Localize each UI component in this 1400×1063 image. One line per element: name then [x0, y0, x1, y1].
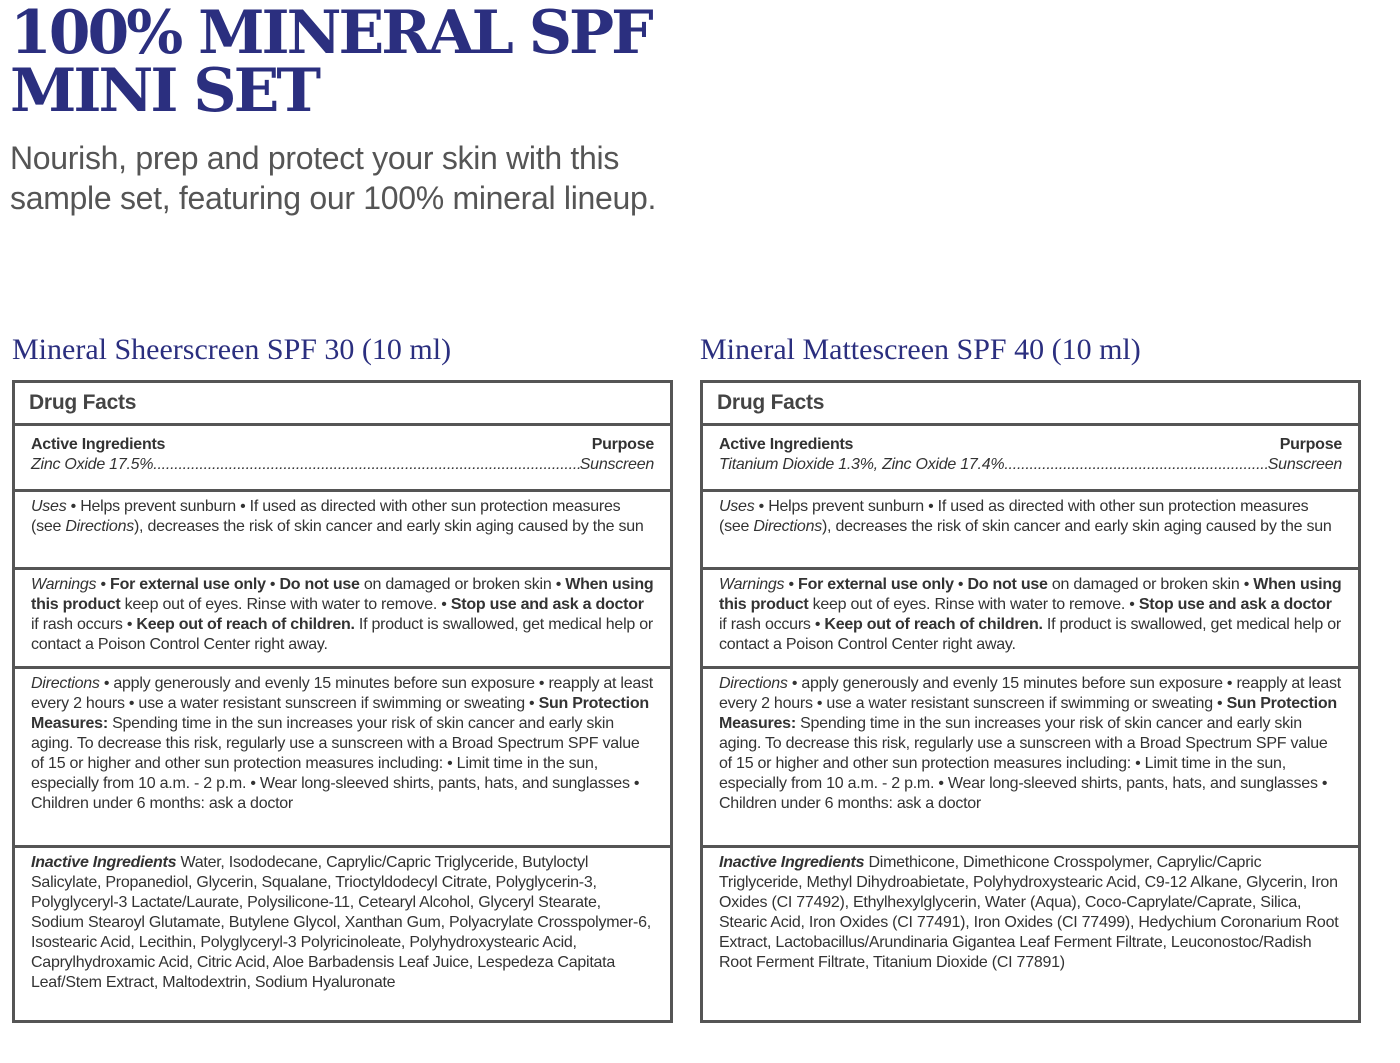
text-segment: Do not use [967, 576, 1048, 593]
text-segment: For external use only [798, 576, 954, 593]
title-line-1: 100% MINERAL SPF [10, 0, 654, 68]
active-ingredients-label: Active Ingredients [31, 436, 166, 453]
active-ingredient: Titanium Dioxide 1.3%, Zinc Oxide 17.4% [719, 456, 1005, 473]
page-subtitle: Nourish, prep and protect your skin with… [10, 138, 656, 218]
text-segment: If product is swallowed, get medical hel… [31, 616, 653, 653]
text-segment: Dimethicone, Dimethicone Crosspolymer, C… [719, 854, 1339, 971]
inactive-ingredients-section: Inactive Ingredients Water, Isododecane,… [15, 845, 670, 1020]
text-segment: ), decreases the risk of skin cancer and… [133, 518, 644, 535]
leader-dots [1004, 455, 1267, 475]
directions-section: Directions • apply generously and evenly… [15, 666, 670, 845]
text-segment: keep out of eyes. Rinse with water to re… [808, 596, 1139, 613]
text-segment: keep out of eyes. Rinse with water to re… [120, 596, 451, 613]
drug-facts-box: Drug Facts Active Ingredients Purpose Tit… [700, 380, 1361, 1023]
active-ingredients-section: Active Ingredients Purpose Zinc Oxide 17.… [15, 423, 670, 489]
text-segment: • Helps prevent sunburn • If used as dir… [719, 498, 1309, 535]
active-ingredients-section: Active Ingredients Purpose Titanium Dioxi… [703, 423, 1358, 489]
drug-facts-heading: Drug Facts [29, 391, 137, 414]
text-segment: Keep out of reach of children. [136, 616, 355, 633]
uses-section: Uses • Helps prevent sunburn • If used a… [15, 489, 670, 567]
text-segment: • apply generously and evenly 15 minutes… [31, 675, 653, 712]
text-segment: Stop use and ask a doctor [450, 596, 644, 613]
text-segment: if rash occurs • [719, 616, 825, 633]
text-segment: Uses [31, 498, 67, 515]
text-segment: Do not use [279, 576, 360, 593]
text-segment: Inactive Ingredients [31, 854, 177, 871]
text-segment: Stop use and ask a doctor [1138, 596, 1332, 613]
text-segment: When using this product [719, 576, 1342, 613]
text-segment: Inactive Ingredients [719, 854, 865, 871]
text-segment: Directions [719, 675, 788, 692]
drug-facts-box: Drug Facts Active Ingredients Purpose Zin… [12, 380, 673, 1023]
title-line-2: MINI SET [10, 56, 321, 126]
text-segment: If product is swallowed, get medical hel… [719, 616, 1341, 653]
drug-facts-heading: Drug Facts [717, 391, 825, 414]
warnings-section: Warnings • For external use only • Do no… [703, 567, 1358, 666]
text-segment: • [953, 576, 968, 593]
leader-dots [153, 455, 579, 475]
text-segment: Spending time in the sun increases your … [31, 715, 640, 812]
text-segment: For external use only [110, 576, 266, 593]
subtitle-line-1: Nourish, prep and protect your skin with… [10, 140, 620, 176]
text-segment: Keep out of reach of children. [824, 616, 1043, 633]
purpose-label: Purpose [1279, 436, 1343, 453]
inactive-ingredients-section: Inactive Ingredients Dimethicone, Dimeth… [703, 845, 1358, 1020]
text-segment: if rash occurs • [31, 616, 137, 633]
text-segment: Warnings [719, 576, 785, 593]
text-segment: ), decreases the risk of skin cancer and… [821, 518, 1332, 535]
text-segment: • Helps prevent sunburn • If used as dir… [31, 498, 621, 535]
text-segment: • [96, 576, 111, 593]
directions-section: Directions • apply generously and evenly… [703, 666, 1358, 845]
text-segment: • [784, 576, 799, 593]
text-segment: Spending time in the sun increases your … [719, 715, 1328, 812]
product-panel: Mineral Sheerscreen SPF 30 (10 ml) Drug … [12, 332, 673, 1023]
text-segment: Uses [719, 498, 755, 515]
text-segment: Sun Protection Measures: [31, 695, 649, 732]
text-segment: on damaged or broken skin • [1047, 576, 1254, 593]
text-segment: • apply generously and evenly 15 minutes… [719, 675, 1341, 712]
text-segment: Sun Protection Measures: [719, 695, 1337, 732]
text-segment: Directions [753, 518, 822, 535]
warnings-section: Warnings • For external use only • Do no… [15, 567, 670, 666]
purpose-value: Sunscreen [579, 456, 655, 473]
text-segment: • [265, 576, 280, 593]
text-segment: Warnings [31, 576, 97, 593]
uses-section: Uses • Helps prevent sunburn • If used a… [703, 489, 1358, 567]
text-segment: on damaged or broken skin • [359, 576, 566, 593]
purpose-value: Sunscreen [1267, 456, 1343, 473]
product-panel: Mineral Mattescreen SPF 40 (10 ml) Drug … [700, 332, 1361, 1023]
product-name: Mineral Mattescreen SPF 40 (10 ml) [700, 333, 1141, 366]
active-ingredients-label: Active Ingredients [719, 436, 854, 453]
product-name: Mineral Sheerscreen SPF 30 (10 ml) [12, 333, 452, 366]
purpose-label: Purpose [591, 436, 655, 453]
page-title: 100% MINERAL SPF MINI SET [10, 3, 654, 121]
subtitle-line-2: sample set, featuring our 100% mineral l… [10, 180, 657, 216]
text-segment: Directions [65, 518, 134, 535]
text-segment: When using this product [31, 576, 654, 613]
text-segment: Water, Isododecane, Caprylic/Capric Trig… [31, 854, 651, 991]
active-ingredient: Zinc Oxide 17.5% [31, 456, 154, 473]
text-segment: Directions [31, 675, 100, 692]
